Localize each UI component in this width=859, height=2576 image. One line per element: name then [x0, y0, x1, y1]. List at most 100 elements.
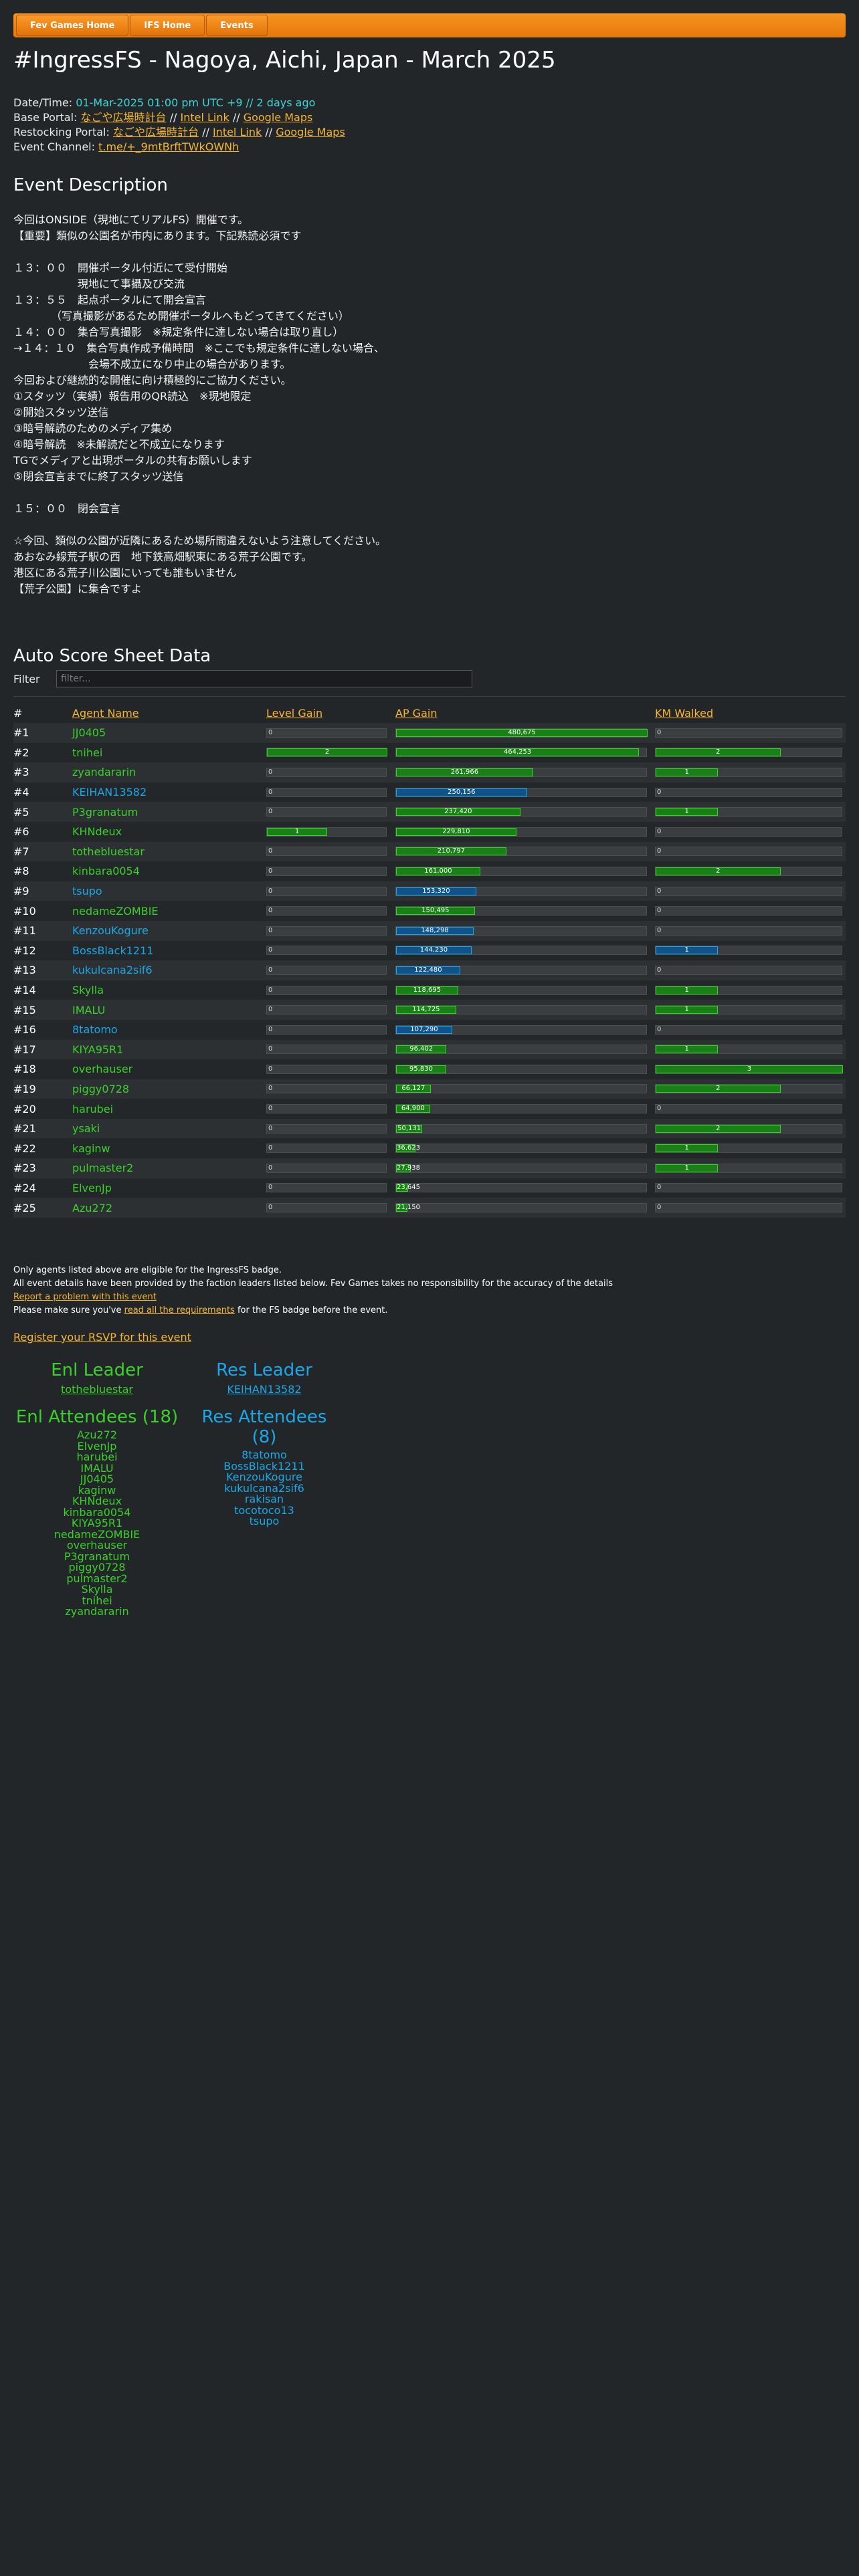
- ap-gain-track: 148,298: [395, 926, 647, 936]
- attendee-name: harubei: [76, 1451, 118, 1463]
- table-row: #17 KIYA95R1 0 96,402 1: [13, 1039, 846, 1060]
- base-portal-line: Base Portal: なごや広場時計台 // Intel Link // G…: [13, 111, 313, 124]
- res-leader-link[interactable]: KEIHAN13582: [227, 1383, 302, 1396]
- km-walked-cell: 0: [655, 1019, 846, 1040]
- report-problem-link[interactable]: Report a problem with this event: [13, 1292, 157, 1302]
- level-gain-bar: 0: [267, 1085, 273, 1093]
- level-gain-track: 0: [266, 1203, 387, 1213]
- ap-gain-cell: 144,230: [395, 940, 655, 961]
- ap-gain-value: 27,938: [397, 1164, 420, 1172]
- km-walked-cell: 1: [655, 1138, 846, 1159]
- table-row: #12 BossBlack1211 0 144,230 1: [13, 940, 846, 961]
- level-gain-track: 0: [266, 886, 387, 896]
- level-gain-cell: 1: [266, 821, 395, 842]
- ap-gain-bar: 50,131: [396, 1124, 423, 1133]
- footnotes: Only agents listed above are eligible fo…: [13, 1264, 613, 1317]
- km-walked-track: 1: [655, 985, 842, 995]
- attendee-name: nedameZOMBIE: [54, 1527, 140, 1541]
- level-gain-cell: 0: [266, 960, 395, 980]
- ap-gain-cell: 480,675: [395, 723, 655, 743]
- ap-gain-cell: 96,402: [395, 1039, 655, 1060]
- top-navbar: Fev Games Home IFS Home Events: [13, 13, 846, 37]
- header-level-gain[interactable]: Level Gain: [266, 706, 323, 720]
- ap-gain-track: 229,810: [395, 827, 647, 837]
- level-gain-track: 0: [266, 866, 387, 876]
- level-gain-bar: 0: [267, 1164, 272, 1172]
- ap-gain-bar: 464,253: [396, 748, 640, 757]
- ap-gain-bar: 150,495: [396, 907, 475, 916]
- level-gain-cell: 0: [266, 762, 395, 782]
- ap-gain-track: 153,320: [395, 886, 647, 896]
- km-walked-value: 0: [657, 907, 662, 915]
- ap-gain-value: 480,675: [508, 728, 536, 736]
- ap-gain-cell: 210,797: [395, 841, 655, 862]
- ap-gain-track: 114,725: [395, 1005, 647, 1015]
- level-gain-bar: 0: [267, 1065, 272, 1073]
- row-agent-name: ysaki: [72, 1118, 266, 1139]
- ap-gain-cell: 464,253: [395, 742, 655, 763]
- ap-gain-bar: 23,645: [396, 1184, 420, 1192]
- header-ap-gain[interactable]: AP Gain: [395, 706, 438, 720]
- ap-gain-bar: 122,480: [396, 966, 460, 974]
- level-gain-bar: 0: [267, 887, 273, 895]
- level-gain-value: 1: [294, 827, 300, 835]
- level-gain-value: 0: [268, 887, 273, 895]
- base-google-maps-link[interactable]: Google Maps: [243, 111, 313, 124]
- km-walked-track: 0: [655, 728, 842, 738]
- km-walked-value: 0: [657, 1204, 662, 1212]
- km-walked-value: 0: [657, 788, 662, 796]
- table-row: #10 nedameZOMBIE 0 150,495 0: [13, 901, 846, 921]
- km-walked-value: 3: [747, 1065, 752, 1073]
- row-rank: #23: [13, 1158, 72, 1178]
- level-gain-value: 0: [268, 946, 273, 954]
- ap-gain-bar: 27,938: [396, 1164, 420, 1172]
- nav-events[interactable]: Events: [206, 15, 268, 36]
- level-gain-track: 0: [266, 767, 387, 777]
- km-walked-value: 2: [716, 1124, 721, 1132]
- res-attendees-block: Res Attendees (8) 8tatomo BossBlack1211 Ke…: [187, 1407, 341, 1527]
- rsvp-link[interactable]: Register your RSVP for this event: [13, 1331, 191, 1344]
- km-walked-bar: 0: [656, 788, 662, 796]
- nav-ifs-home[interactable]: IFS Home: [130, 15, 205, 36]
- filter-input[interactable]: [56, 670, 472, 687]
- restock-intel-link[interactable]: Intel Link: [212, 126, 262, 138]
- header-agent-name[interactable]: Agent Name: [72, 706, 139, 720]
- ap-gain-track: 480,675: [395, 728, 648, 738]
- level-gain-value: 0: [268, 808, 273, 816]
- km-walked-bar: 0: [656, 1204, 662, 1212]
- table-row: #22 kaginw 0 36,623 1: [13, 1138, 846, 1159]
- km-walked-bar: 1: [656, 1006, 719, 1014]
- km-walked-track: 0: [655, 1104, 842, 1114]
- level-gain-cell: 0: [266, 841, 395, 862]
- km-walked-track: 1: [655, 1144, 842, 1154]
- km-walked-value: 0: [657, 926, 662, 934]
- level-gain-value: 0: [268, 1105, 273, 1113]
- base-intel-link[interactable]: Intel Link: [180, 111, 229, 124]
- level-gain-cell: 0: [266, 782, 395, 802]
- table-row: #16 8tatomo 0 107,290 0: [13, 1019, 846, 1040]
- requirements-link[interactable]: read all the requirements: [124, 1305, 235, 1315]
- enl-leader-link[interactable]: tothebluestar: [61, 1383, 133, 1396]
- ap-gain-value: 66,127: [401, 1085, 425, 1093]
- page-title: #IngressFS - Nagoya, Aichi, Japan - Marc…: [13, 47, 556, 74]
- restock-portal-link[interactable]: なごや広場時計台: [112, 126, 199, 138]
- km-walked-value: 1: [684, 1006, 689, 1014]
- restock-google-maps-link[interactable]: Google Maps: [276, 126, 345, 138]
- nav-fev-games-home[interactable]: Fev Games Home: [16, 15, 129, 36]
- level-gain-cell: 0: [266, 1059, 395, 1079]
- km-walked-track: 0: [655, 886, 842, 896]
- base-portal-link[interactable]: なごや広場時計台: [80, 111, 167, 124]
- event-channel-link[interactable]: t.me/+_9mtBrftTWkOWNh: [98, 140, 240, 153]
- level-gain-bar: 0: [267, 768, 272, 776]
- header-km-walked[interactable]: KM Walked: [655, 706, 714, 720]
- event-description-heading: Event Description: [13, 175, 168, 195]
- level-gain-value: 0: [268, 1085, 273, 1093]
- ap-gain-track: 250,156: [395, 787, 647, 797]
- attendee-name: P3granatum: [64, 1549, 130, 1563]
- level-gain-track: 0: [266, 965, 387, 975]
- row-rank: #8: [13, 861, 72, 881]
- row-agent-name: tsupo: [72, 881, 266, 901]
- requirements-note: Please make sure you've read all the req…: [13, 1305, 388, 1315]
- row-agent-name: KIYA95R1: [72, 1039, 266, 1060]
- ap-gain-cell: 250,156: [395, 782, 655, 802]
